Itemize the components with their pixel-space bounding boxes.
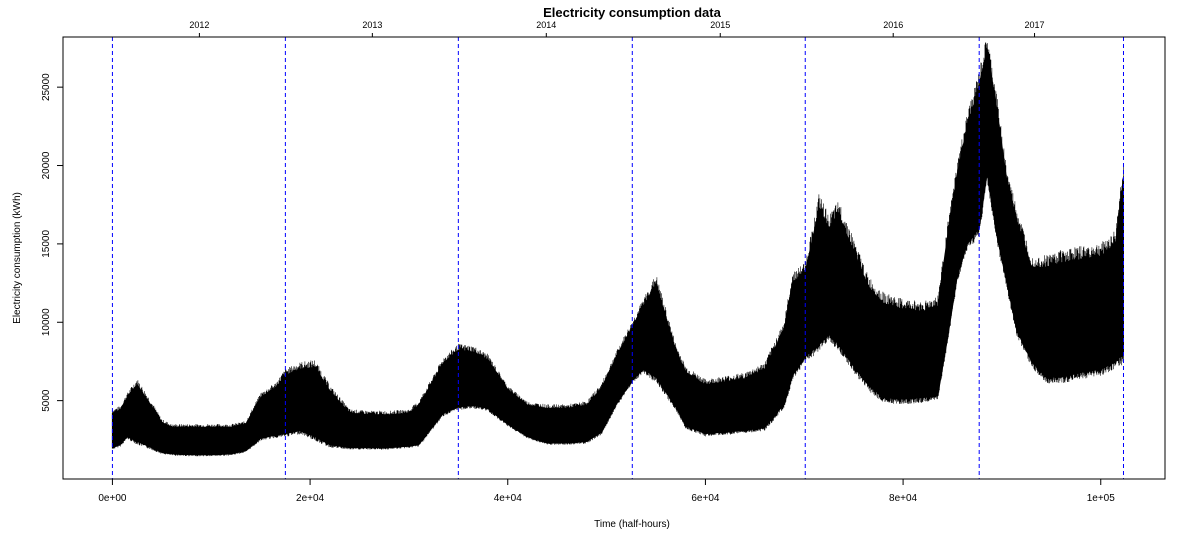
y-axis: 5000 10000 15000 20000 25000 <box>41 73 63 412</box>
x-tick-label: 1e+05 <box>1087 493 1116 504</box>
year-label: 2013 <box>362 20 382 30</box>
year-label: 2014 <box>536 20 556 30</box>
x-tick-label: 6e+04 <box>691 493 720 504</box>
x-tick-label: 4e+04 <box>494 493 523 504</box>
y-tick-label: 15000 <box>41 230 52 258</box>
consumption-series <box>111 37 1124 479</box>
top-axis: 2012 2013 2014 2015 2016 2017 <box>189 20 1045 37</box>
x-tick-label: 8e+04 <box>889 493 918 504</box>
x-tick-label: 0e+00 <box>98 493 127 504</box>
y-tick-label: 20000 <box>41 151 52 179</box>
year-label: 2017 <box>1025 20 1045 30</box>
y-axis-label: Electricity consumption (kWh) <box>12 192 23 324</box>
x-axis: 0e+00 2e+04 4e+04 6e+04 8e+04 1e+05 <box>98 479 1115 504</box>
plot-frame <box>62 36 1166 480</box>
year-label: 2016 <box>883 20 903 30</box>
year-label: 2012 <box>189 20 209 30</box>
y-tick-label: 5000 <box>41 389 52 412</box>
year-label: 2015 <box>710 20 730 30</box>
chart-title: Electricity consumption data <box>543 5 721 20</box>
y-tick-label: 10000 <box>41 308 52 336</box>
x-axis-label: Time (half-hours) <box>594 519 670 530</box>
x-tick-label: 2e+04 <box>296 493 325 504</box>
y-tick-label: 25000 <box>41 73 52 101</box>
